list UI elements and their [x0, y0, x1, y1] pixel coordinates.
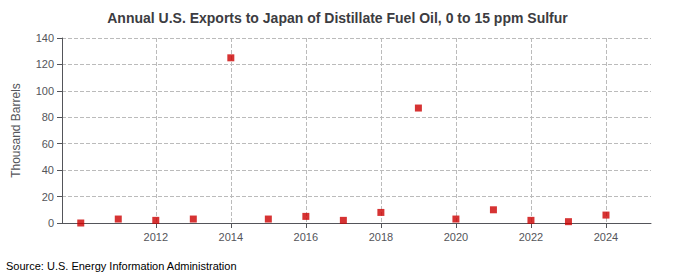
- svg-text:0: 0: [48, 217, 54, 229]
- svg-text:2022: 2022: [519, 231, 543, 243]
- svg-text:2014: 2014: [219, 231, 243, 243]
- svg-text:2024: 2024: [594, 231, 618, 243]
- svg-text:Source: U.S. Energy Informatio: Source: U.S. Energy Information Administ…: [6, 260, 237, 272]
- svg-text:2012: 2012: [144, 231, 168, 243]
- svg-text:40: 40: [42, 164, 54, 176]
- svg-text:2016: 2016: [294, 231, 318, 243]
- svg-text:2018: 2018: [369, 231, 393, 243]
- svg-text:100: 100: [36, 85, 54, 97]
- svg-text:2020: 2020: [444, 231, 468, 243]
- svg-text:Annual U.S. Exports to Japan o: Annual U.S. Exports to Japan of Distilla…: [107, 10, 568, 26]
- svg-text:20: 20: [42, 191, 54, 203]
- svg-text:120: 120: [36, 58, 54, 70]
- svg-text:Thousand Barrels: Thousand Barrels: [9, 83, 23, 178]
- svg-text:140: 140: [36, 32, 54, 44]
- svg-text:80: 80: [42, 111, 54, 123]
- svg-text:60: 60: [42, 138, 54, 150]
